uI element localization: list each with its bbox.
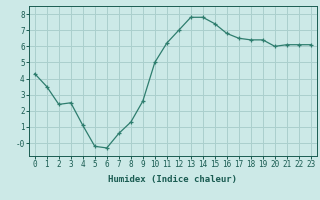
- X-axis label: Humidex (Indice chaleur): Humidex (Indice chaleur): [108, 175, 237, 184]
